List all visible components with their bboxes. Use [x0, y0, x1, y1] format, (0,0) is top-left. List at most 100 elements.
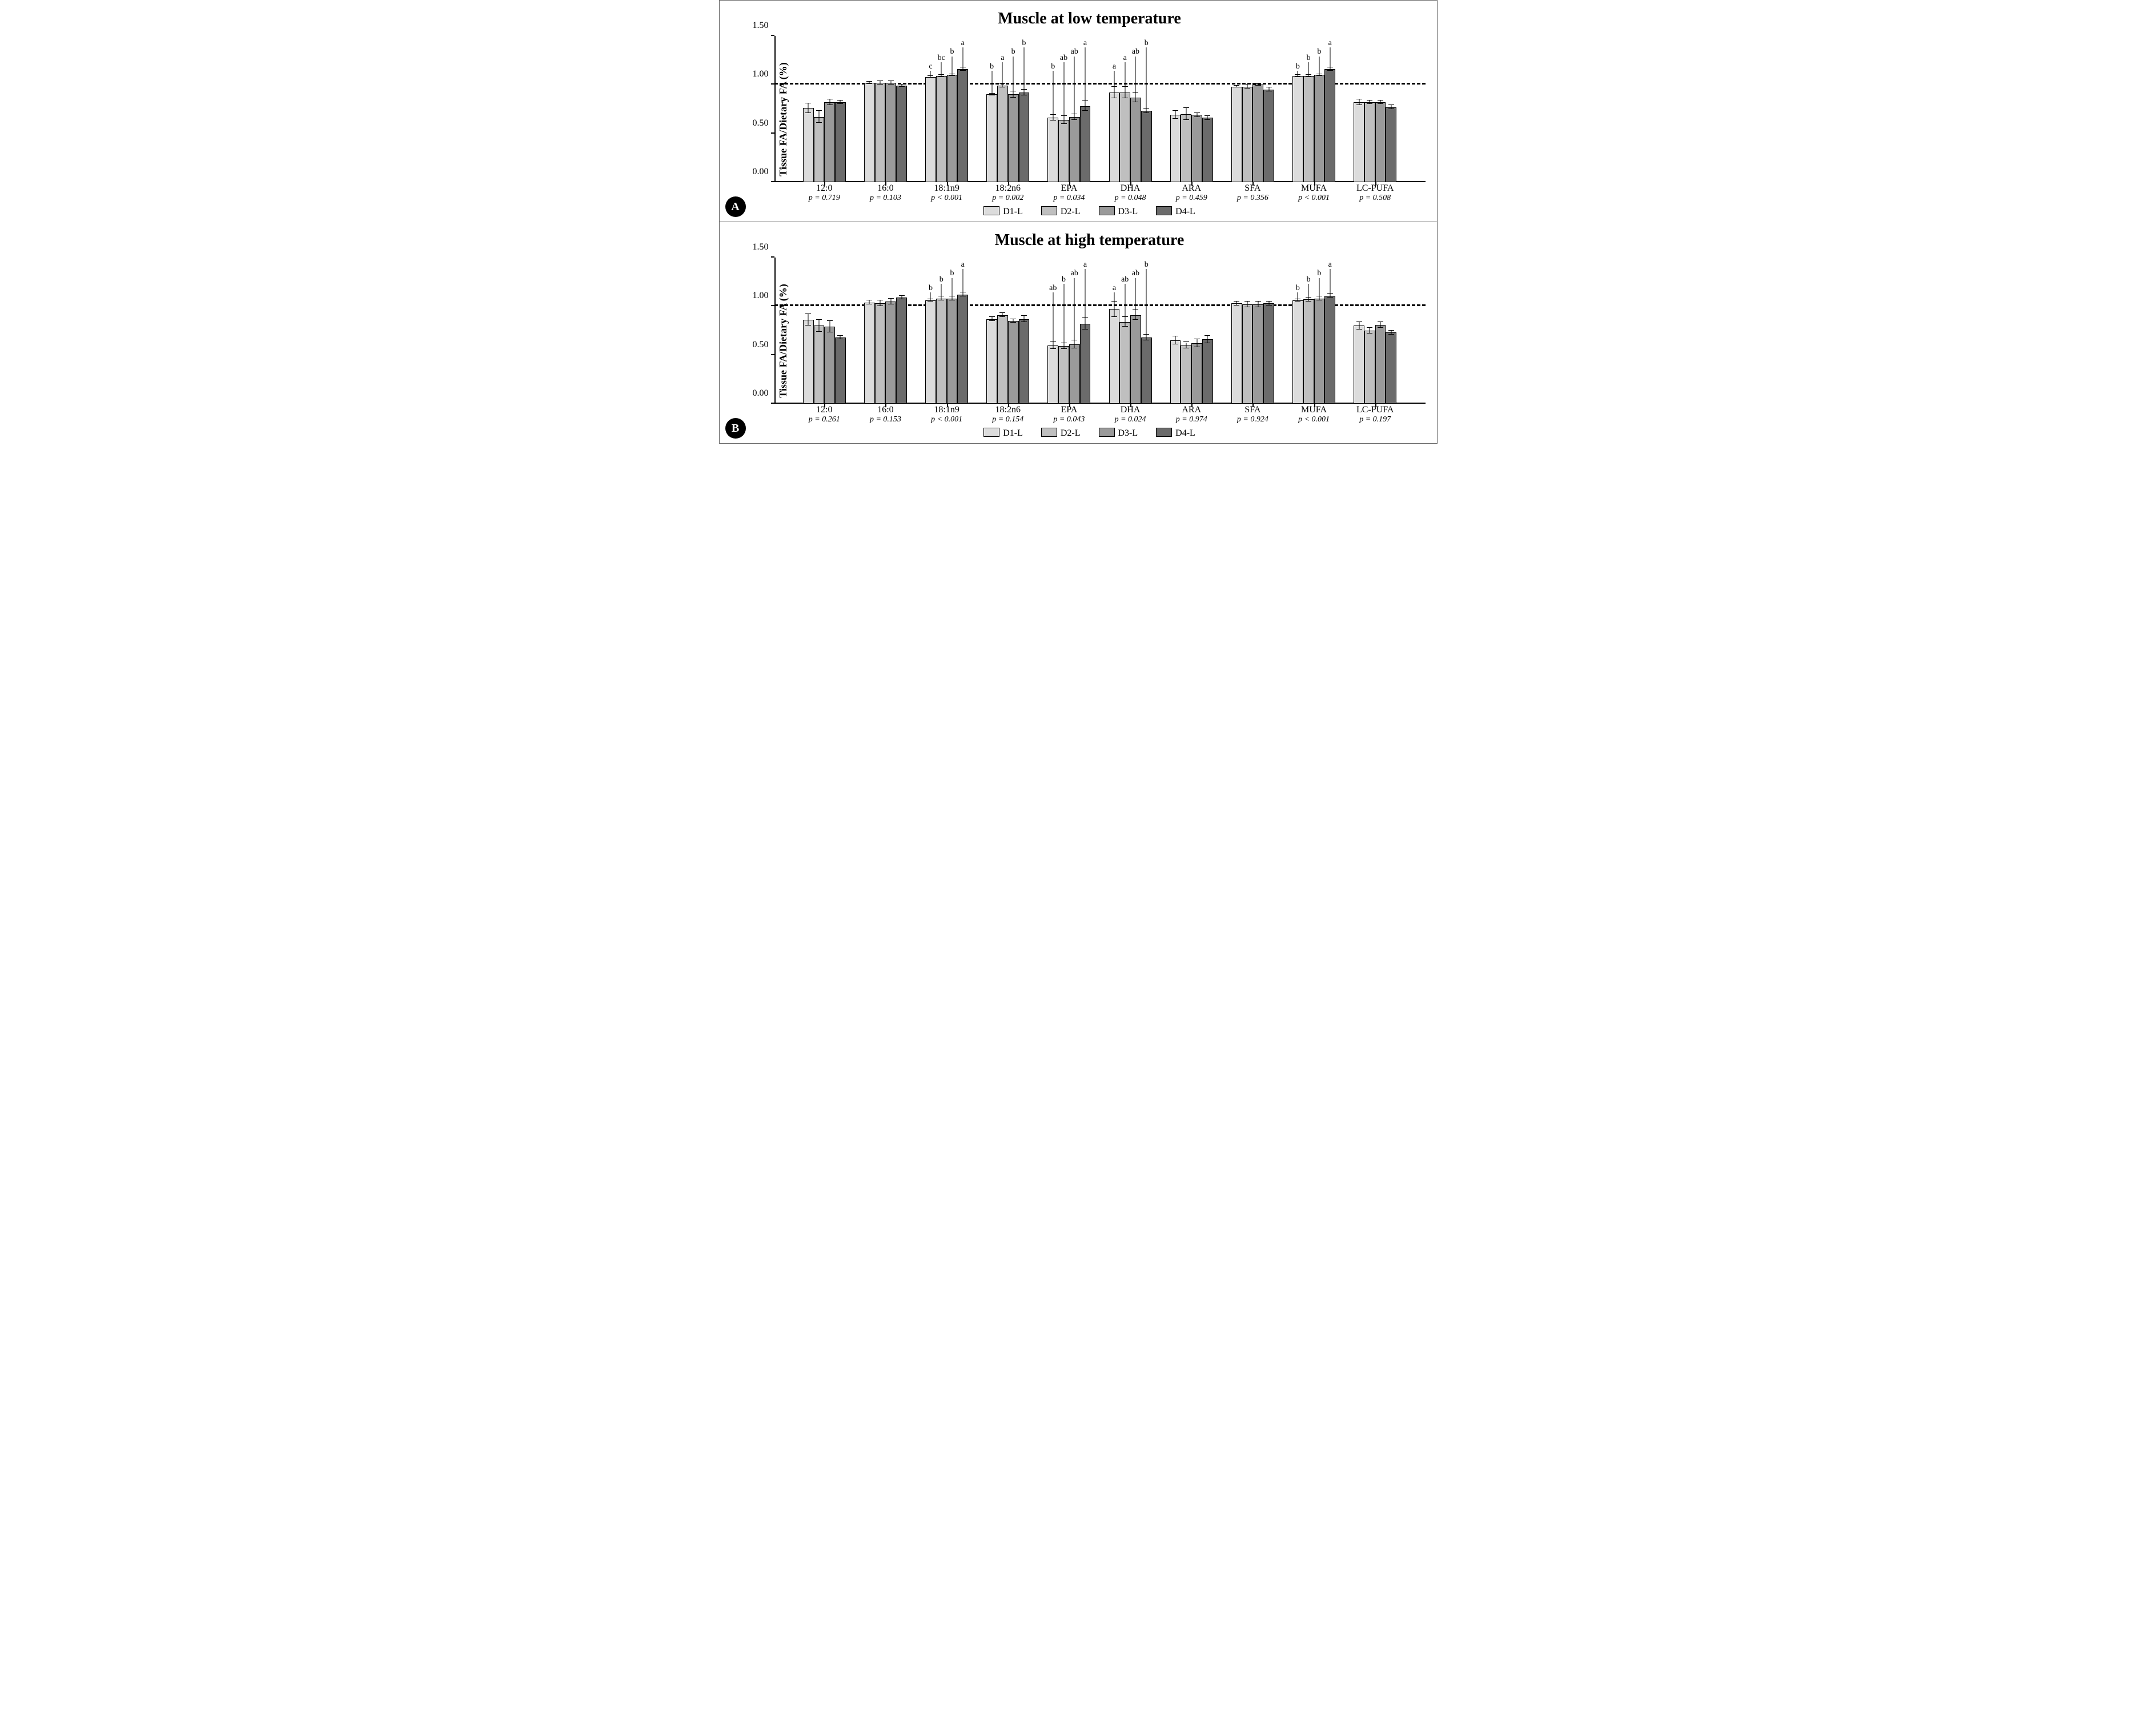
- error-cap: [888, 84, 894, 85]
- category-name: 16:0: [877, 405, 893, 415]
- error-cap: [1183, 341, 1189, 342]
- bar: [1202, 339, 1213, 404]
- bar: [947, 299, 958, 404]
- legend-label: D4-L: [1175, 207, 1195, 216]
- error-cap: [1122, 326, 1128, 327]
- bar-group: [855, 258, 916, 404]
- legend-item: D4-L: [1156, 428, 1195, 439]
- sig-label: a: [1328, 260, 1332, 270]
- bar: [1119, 322, 1130, 404]
- plot-area: 0.000.501.001.50bbbaabbabaaababbbbba: [774, 258, 1426, 404]
- sig-leader: [951, 278, 952, 296]
- bar-group: [1161, 258, 1222, 404]
- error-cap: [899, 295, 905, 296]
- sig-leader: [1085, 269, 1086, 318]
- sig-label: ab: [1132, 47, 1139, 57]
- bar: [925, 300, 936, 404]
- error-cap: [866, 83, 872, 84]
- sig-label: b: [1145, 39, 1149, 48]
- x-label: EPAp = 0.034: [1053, 183, 1085, 203]
- legend-label: D1-L: [1003, 207, 1023, 216]
- error-cap: [1111, 316, 1117, 317]
- p-value: p = 0.508: [1356, 194, 1394, 203]
- p-value: p = 0.043: [1053, 415, 1085, 424]
- bar: [997, 86, 1008, 182]
- bar: [1047, 118, 1058, 182]
- p-value: p = 0.197: [1356, 415, 1394, 424]
- bar: [1375, 102, 1386, 182]
- y-tick-label: 0.00: [753, 388, 769, 399]
- error-cap: [1388, 330, 1394, 331]
- bar: [885, 83, 896, 182]
- error-cap: [1133, 319, 1138, 320]
- bar: [925, 77, 936, 182]
- p-value: p < 0.001: [931, 194, 962, 203]
- error-cap: [837, 335, 843, 336]
- x-label: 16:0p = 0.103: [870, 183, 901, 203]
- bar-group: aaabb: [1100, 36, 1161, 182]
- error-cap: [827, 320, 833, 321]
- x-label-row: 12:0p = 0.26116:0p = 0.15318:1n9p < 0.00…: [774, 404, 1426, 427]
- bar: [1170, 115, 1181, 182]
- bar: [1058, 346, 1069, 404]
- bar: [864, 83, 875, 182]
- x-label: MUFAp < 0.001: [1298, 405, 1330, 424]
- error-bar: [1085, 101, 1086, 111]
- error-cap: [1061, 123, 1067, 124]
- sig-label: b: [990, 62, 994, 71]
- sig-label: a: [1001, 54, 1004, 63]
- y-tick: [771, 256, 774, 258]
- sig-label: a: [961, 260, 965, 270]
- sig-label: ab: [1060, 54, 1067, 63]
- sig-label: ab: [1121, 275, 1129, 284]
- sig-label: b: [1062, 275, 1066, 284]
- bar: [1292, 76, 1303, 182]
- x-label: DHAp = 0.024: [1115, 405, 1146, 424]
- bar: [1080, 106, 1091, 182]
- error-cap: [1255, 301, 1261, 302]
- error-cap: [816, 122, 822, 123]
- bar: [896, 298, 907, 404]
- bar-group: [1344, 36, 1406, 182]
- legend-swatch: [1099, 428, 1115, 437]
- sig-leader: [1074, 278, 1075, 340]
- bar-group: cbcba: [916, 36, 977, 182]
- category-name: ARA: [1182, 183, 1201, 193]
- category-name: 18:1n9: [934, 183, 959, 193]
- figure-root: Muscle at low temperatureTissue FA/Dieta…: [719, 0, 1438, 444]
- error-cap: [866, 81, 872, 82]
- bar: [875, 83, 886, 182]
- error-cap: [1173, 118, 1178, 119]
- bar: [1130, 315, 1141, 404]
- sig-label: b: [950, 47, 954, 57]
- sig-label: a: [1113, 62, 1116, 71]
- category-name: EPA: [1061, 405, 1078, 415]
- bar: [1008, 94, 1019, 182]
- plot-wrap: Tissue FA/Dietary FA (%)0.000.501.001.50…: [752, 255, 1428, 427]
- sig-label: a: [1113, 284, 1116, 293]
- legend-swatch: [1041, 428, 1057, 437]
- bar: [1386, 332, 1396, 404]
- bar: [824, 327, 835, 404]
- bar: [814, 117, 825, 182]
- error-cap: [1244, 84, 1250, 85]
- error-bar: [808, 103, 809, 113]
- error-bar: [818, 111, 819, 122]
- error-bar: [829, 321, 830, 332]
- error-cap: [1378, 103, 1383, 104]
- legend-item: D3-L: [1099, 206, 1138, 217]
- error-cap: [1316, 75, 1322, 76]
- x-label: 12:0p = 0.719: [809, 183, 840, 203]
- bar: [1354, 102, 1364, 182]
- error-cap: [899, 84, 905, 85]
- bar-group: [794, 258, 855, 404]
- legend: D1-LD2-LD3-LD4-L: [752, 428, 1428, 439]
- bar: [1109, 309, 1120, 404]
- bar: [1170, 340, 1181, 404]
- p-value: p = 0.974: [1176, 415, 1207, 424]
- error-cap: [1255, 85, 1261, 86]
- legend-item: D1-L: [983, 206, 1023, 217]
- error-cap: [1327, 70, 1333, 71]
- bar-group: bababa: [1038, 36, 1099, 182]
- bar: [1080, 324, 1091, 404]
